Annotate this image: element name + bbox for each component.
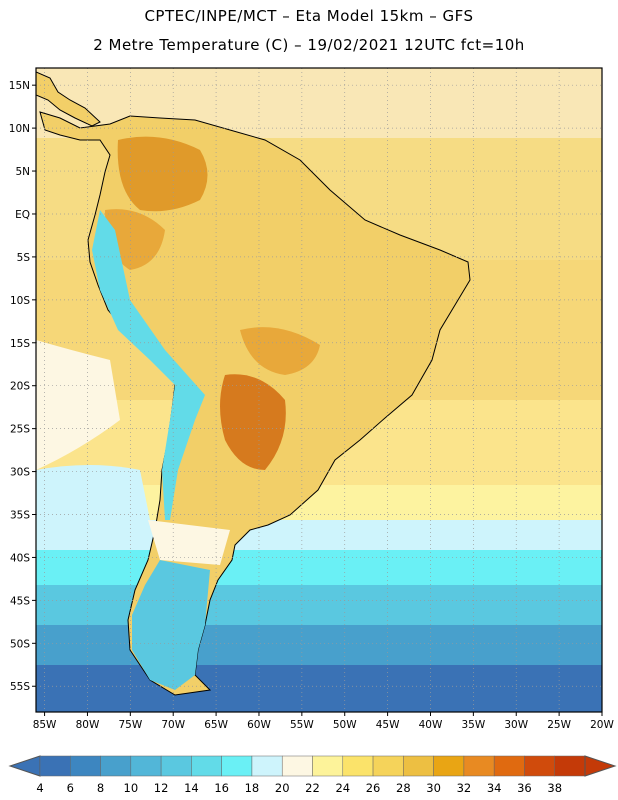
map-frame xyxy=(35,67,603,713)
colorbar-swatch xyxy=(281,755,313,777)
colorbar-swatch xyxy=(160,755,192,777)
map-subtitle: 2 Metre Temperature (C) – 19/02/2021 12U… xyxy=(93,36,525,54)
colorbar-label: 6 xyxy=(67,781,74,795)
lon-label: 85W xyxy=(33,719,57,731)
lon-label: 35W xyxy=(461,719,485,731)
colorbar-label: 30 xyxy=(426,781,441,795)
colorbar-label: 26 xyxy=(366,781,381,795)
ocean-band-cold4 xyxy=(36,665,602,712)
lon-label: 20W xyxy=(590,719,614,731)
lon-label: 55W xyxy=(290,719,314,731)
colorbar-label: 4 xyxy=(36,781,43,795)
lat-label: 10N xyxy=(9,123,30,135)
lat-label: 15N xyxy=(9,80,30,92)
colorbar-swatch xyxy=(191,755,222,777)
colorbar-arrow-high xyxy=(584,755,617,777)
lon-label: 30W xyxy=(504,719,528,731)
map-title: CPTEC/INPE/MCT – Eta Model 15km – GFS xyxy=(144,7,474,25)
lat-label: 5N xyxy=(15,166,30,178)
argentina-mild-zone xyxy=(148,520,230,565)
latitude-labels: 15N 10N 5N EQ 5S 10S 15S 20S 25S 30S 35S 40S 45S 50S 5… xyxy=(9,80,36,693)
colorbar-label: 34 xyxy=(487,781,502,795)
colorbar-swatch xyxy=(493,755,525,777)
lon-label: 60W xyxy=(247,719,271,731)
colorbar-swatch xyxy=(433,755,465,777)
colorbar-swatch xyxy=(524,755,555,777)
colorbar: 4 6 8 10 12 14 16 18 20 22 24 26 28 30 32 34 36 38 xyxy=(8,755,617,795)
colorbar-label: 32 xyxy=(457,781,472,795)
colorbar-swatch xyxy=(221,755,253,777)
colorbar-label: 16 xyxy=(214,781,229,795)
lon-label: 80W xyxy=(76,719,100,731)
colorbar-label: 24 xyxy=(335,781,350,795)
lon-label: 25W xyxy=(547,719,571,731)
ocean-band-cool xyxy=(36,520,602,550)
lat-label: 25S xyxy=(10,424,30,436)
ocean-band-cold3 xyxy=(36,625,602,665)
lon-label: 70W xyxy=(161,719,185,731)
colorbar-swatch xyxy=(463,755,495,777)
colorbar-swatch xyxy=(39,755,71,777)
andes-cold-strip xyxy=(92,210,205,520)
colorbar-label: 20 xyxy=(275,781,290,795)
colorbar-swatch xyxy=(554,755,586,777)
hot-zone-chaco xyxy=(220,374,286,470)
colorbar-swatch xyxy=(100,755,132,777)
lat-label: 40S xyxy=(10,552,30,564)
patagonia-cold-zone xyxy=(132,560,210,690)
colorbar-label: 14 xyxy=(184,781,199,795)
lon-label: 40W xyxy=(419,719,443,731)
lat-label: 45S xyxy=(10,595,30,607)
map-field xyxy=(36,68,602,712)
lat-label: 55S xyxy=(10,681,30,693)
pacific-cooler-patch xyxy=(36,465,150,520)
hot-zone-central xyxy=(240,327,320,375)
colorbar-label: 12 xyxy=(154,781,169,795)
lon-label: 75W xyxy=(118,719,142,731)
colorbar-swatch xyxy=(70,755,101,777)
graticule xyxy=(36,68,602,712)
colorbar-label: 38 xyxy=(547,781,562,795)
lon-label: 65W xyxy=(204,719,228,731)
colorbar-label: 28 xyxy=(396,781,411,795)
lat-label: 35S xyxy=(10,510,30,522)
colorbar-label: 22 xyxy=(305,781,320,795)
colorbar-swatch xyxy=(130,755,162,777)
lon-label: 50W xyxy=(333,719,357,731)
longitude-labels: 85W 80W 75W 70W 65W 60W 55W 50W 45W 40W 35W 30W 25W 2… xyxy=(33,712,614,731)
colorbar-swatch xyxy=(312,755,344,777)
hot-zone-north xyxy=(117,136,208,212)
colorbar-label: 10 xyxy=(124,781,139,795)
colorbar-label: 36 xyxy=(517,781,532,795)
colorbar-arrow-low xyxy=(8,755,41,777)
colorbar-label: 8 xyxy=(97,781,104,795)
colorbar-swatch xyxy=(251,755,283,777)
colorbar-swatch xyxy=(372,755,404,777)
lat-label: 20S xyxy=(10,381,30,393)
ocean-band-cold2 xyxy=(36,585,602,625)
lat-label: 50S xyxy=(10,638,30,650)
lat-label: 15S xyxy=(10,338,30,350)
lon-label: 45W xyxy=(376,719,400,731)
lat-label: 30S xyxy=(10,467,30,479)
colorbar-swatch xyxy=(403,755,434,777)
lat-label: 10S xyxy=(10,295,30,307)
colorbar-label: 18 xyxy=(245,781,260,795)
lat-label: 5S xyxy=(17,252,31,264)
colorbar-swatch xyxy=(342,755,374,777)
pacific-cool-patch xyxy=(36,340,120,470)
ocean-band-cold1 xyxy=(36,550,602,585)
lat-label: EQ xyxy=(15,209,30,221)
